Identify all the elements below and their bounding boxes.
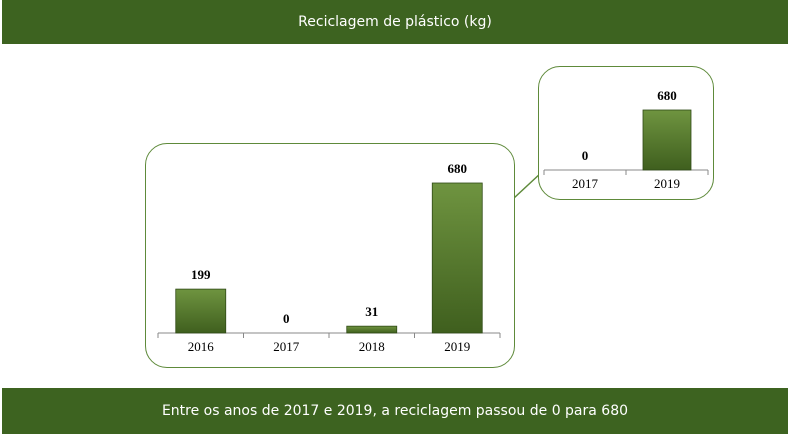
- main-bar-2016: [175, 288, 227, 334]
- inset-value-label-2019: 680: [657, 88, 677, 103]
- inset-tick-label-2019: 2019: [654, 176, 680, 191]
- main-value-label-2017: 0: [283, 311, 290, 326]
- main-tick-label-2018: 2018: [359, 339, 385, 354]
- main-value-label-2018: 31: [365, 304, 378, 319]
- main-tick-label-2016: 2016: [188, 339, 215, 354]
- main-tick-label-2017: 2017: [273, 339, 300, 354]
- chart-title: Reciclagem de plástico (kg): [298, 14, 492, 30]
- main-tick-label-2019: 2019: [444, 339, 470, 354]
- inset-tick-label-2017: 2017: [572, 176, 599, 191]
- main-bar-2018: [346, 325, 398, 334]
- main-value-label-2019: 680: [448, 161, 468, 176]
- title-banner: Reciclagem de plástico (kg): [2, 0, 788, 44]
- inset-bar-2019: [642, 109, 692, 171]
- main-bar-2019: [431, 182, 483, 334]
- summary-banner: Entre os anos de 2017 e 2019, a reciclag…: [2, 388, 788, 434]
- inset-value-label-2017: 0: [582, 148, 589, 163]
- main-value-label-2016: 199: [191, 267, 211, 282]
- summary-text: Entre os anos de 2017 e 2019, a reciclag…: [161, 403, 629, 419]
